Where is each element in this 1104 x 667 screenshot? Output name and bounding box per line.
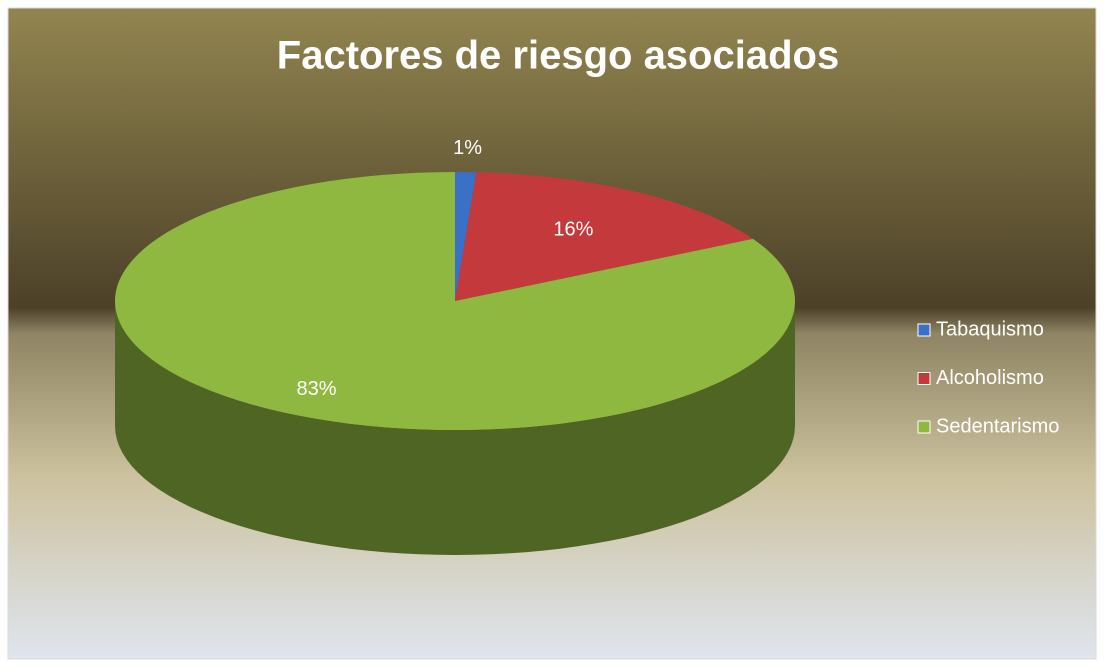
- legend-label: Sedentarismo: [936, 415, 1059, 437]
- data-label: 83%: [297, 378, 337, 400]
- legend-label: Alcoholismo: [936, 367, 1044, 389]
- data-label: 1%: [453, 137, 482, 159]
- legend-label: Tabaquismo: [936, 318, 1044, 340]
- data-label: 16%: [553, 218, 593, 240]
- legend-swatch: [917, 323, 931, 337]
- pie-slice: [455, 172, 477, 301]
- chart-title: Factores de riesgo asociados: [277, 34, 839, 78]
- pie-slice: [114, 172, 796, 431]
- pie-slice: [455, 172, 753, 301]
- legend-swatch: [917, 372, 931, 385]
- pie-slice-side: [115, 301, 795, 555]
- legend-swatch: [917, 420, 931, 434]
